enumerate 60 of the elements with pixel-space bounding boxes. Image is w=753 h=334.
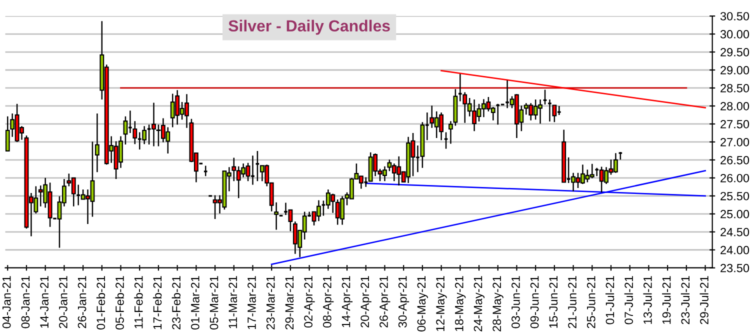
y-tick-label: 24.00 [720,246,750,254]
candlestick [562,129,566,183]
x-tick-label: 04-Jan-21 [2,276,11,328]
x-tick-label: 26-Jan-21 [78,276,86,328]
x-tick-label: 29-Jul-21 [700,276,708,324]
y-tick-label: 28.50 [720,84,750,92]
y-tick-label: 26.00 [720,174,750,182]
y-tick-label: 28.00 [720,102,750,110]
x-tick-label: 05-Mar-21 [210,276,218,330]
y-tick-label: 26.50 [720,156,750,164]
x-tick-label: 29-Mar-21 [285,276,294,330]
x-tick-label: 25-Jun-21 [586,276,596,328]
y-tick-label: 30.50 [720,12,750,20]
x-tick-label: 20-Apr-21 [360,276,372,328]
x-tick-label: 20-Jan-21 [59,276,68,328]
x-tick-label: 01-Jul-21 [605,276,614,324]
x-tick-label: 11-Feb-21 [134,276,143,328]
y-tick-label: 24.50 [720,228,750,236]
x-tick-label: 03-Jun-21 [512,276,520,328]
x-tick-label: 26-Apr-21 [380,276,390,328]
x-tick-label: 09-Jun-21 [530,276,539,328]
y-tick-label: 25.00 [720,210,750,218]
y-tick-label: 29.50 [720,48,750,56]
x-tick-label: 08-Apr-21 [322,276,334,328]
y-tick-label: 25.50 [720,192,750,200]
y-tick-label: 30.00 [720,30,750,38]
candlestick [420,122,425,168]
y-tick-label: 27.00 [720,138,750,146]
x-tick-label: 01-Feb-21 [96,276,106,330]
x-tick-label: 13-Jul-21 [643,276,652,324]
candlestick [123,116,128,146]
y-tick-label: 23.50 [720,264,750,272]
x-tick-label: 23-Feb-21 [172,276,180,330]
x-tick-label: 23-Mar-21 [266,276,275,330]
x-tick-label: 07-Jul-21 [624,276,634,324]
x-tick-label: 06-May-21 [417,276,428,332]
candlestick [152,102,156,147]
x-tick-label: 12-May-21 [436,276,447,332]
x-tick-label: 02-Apr-21 [304,276,315,328]
x-tick-label: 24-May-21 [474,276,485,332]
y-tick-label: 27.50 [720,120,750,128]
x-tick-label: 19-Jul-21 [662,276,671,324]
x-tick-label: 28-May-21 [492,276,504,332]
x-tick-label: 17-Mar-21 [248,276,256,330]
x-tick-label: 30-Apr-21 [398,276,410,328]
x-tick-label: 21-Jun-21 [568,276,576,328]
x-tick-label: 08-Jan-21 [21,276,30,328]
x-tick-label: 11-Mar-21 [228,276,238,328]
x-tick-label: 05-Feb-21 [115,276,124,330]
candlestick [94,112,100,173]
x-tick-label: 14-Apr-21 [342,276,353,328]
y-tick-label: 29.00 [720,66,750,74]
x-tick-label: 17-Feb-21 [152,276,162,330]
x-tick-label: 01-Mar-21 [190,276,200,330]
x-tick-label: 15-Jun-21 [549,276,558,328]
x-tick-label: 14-Jan-21 [40,276,49,328]
chart-title: Silver - Daily Candles [228,20,390,35]
x-tick-label: 18-May-21 [454,276,466,332]
x-tick-label: 23-Jul-21 [680,276,690,324]
candlestick [142,125,147,145]
